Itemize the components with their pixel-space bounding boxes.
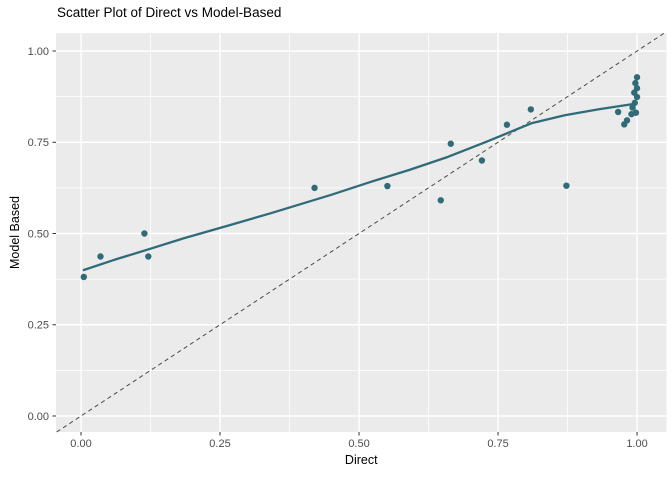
data-point <box>503 121 511 128</box>
data-point <box>97 253 104 260</box>
data-point <box>629 104 636 111</box>
y-tick-label: 0.75 <box>28 137 49 149</box>
y-tick-label: 0.25 <box>28 320 49 332</box>
data-point <box>631 99 639 107</box>
x-tick-label: 1.00 <box>626 438 647 450</box>
y-tick-label: 0.50 <box>28 228 49 240</box>
data-point <box>80 273 88 281</box>
x-axis-title: Direct <box>345 453 378 467</box>
plot-panel <box>56 33 667 432</box>
data-point <box>437 197 444 204</box>
chart-title: Scatter Plot of Direct vs Model-Based <box>57 5 282 20</box>
y-tick-label: 1.00 <box>28 46 49 58</box>
data-point <box>632 79 639 87</box>
x-tick-label: 0.00 <box>70 438 91 450</box>
smooth-trend-line <box>82 102 636 272</box>
data-point <box>632 109 640 116</box>
y-tick-label: 0.00 <box>28 411 49 423</box>
x-tick-label: 0.50 <box>348 438 369 450</box>
data-point <box>563 182 570 189</box>
data-point <box>614 108 622 116</box>
y-axis-title: Model Based <box>8 196 22 269</box>
x-tick-label: 0.75 <box>487 438 508 450</box>
data-point <box>623 117 631 124</box>
data-point <box>633 74 641 81</box>
data-point <box>311 184 318 192</box>
data-point <box>145 253 152 260</box>
data-point <box>478 157 486 164</box>
x-tick-label: 0.25 <box>209 438 230 450</box>
data-point <box>633 85 641 92</box>
data-point <box>527 106 535 113</box>
data-point <box>447 140 454 147</box>
data-point <box>384 182 391 190</box>
data-point <box>141 230 148 237</box>
